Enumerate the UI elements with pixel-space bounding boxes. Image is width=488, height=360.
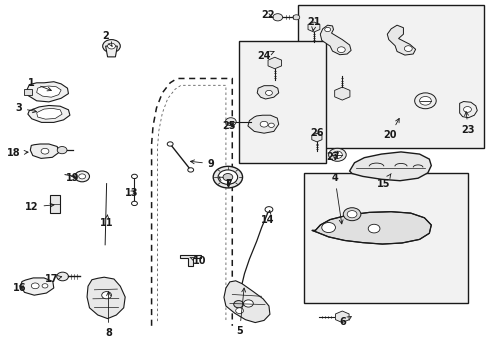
Circle shape <box>243 300 253 307</box>
Circle shape <box>75 171 89 182</box>
Circle shape <box>213 166 242 188</box>
Circle shape <box>272 14 282 21</box>
Polygon shape <box>320 25 350 55</box>
Polygon shape <box>105 46 117 57</box>
Text: 19: 19 <box>65 173 79 183</box>
Text: 1: 1 <box>28 78 51 91</box>
Polygon shape <box>335 311 348 323</box>
Circle shape <box>235 308 243 314</box>
Text: 22: 22 <box>261 10 274 21</box>
Bar <box>238 41 325 163</box>
Polygon shape <box>247 115 278 133</box>
Polygon shape <box>224 281 269 323</box>
Circle shape <box>79 174 85 179</box>
Text: 9: 9 <box>190 159 214 169</box>
Polygon shape <box>37 86 61 97</box>
Polygon shape <box>87 277 125 319</box>
Circle shape <box>42 284 48 288</box>
Circle shape <box>167 142 173 146</box>
Polygon shape <box>311 133 321 142</box>
Circle shape <box>260 121 267 127</box>
Text: 8: 8 <box>105 292 112 338</box>
Circle shape <box>332 151 342 158</box>
Circle shape <box>187 168 193 172</box>
Text: 3: 3 <box>15 103 37 113</box>
Text: 12: 12 <box>25 202 54 212</box>
Circle shape <box>218 170 237 184</box>
Circle shape <box>265 90 272 95</box>
Circle shape <box>337 47 345 53</box>
Text: 26: 26 <box>309 128 323 138</box>
Circle shape <box>102 292 111 299</box>
Text: 25: 25 <box>222 121 235 131</box>
Text: 5: 5 <box>236 288 245 336</box>
Text: 7: 7 <box>219 177 232 189</box>
Bar <box>24 89 32 95</box>
Circle shape <box>419 96 430 105</box>
Circle shape <box>102 40 120 53</box>
Polygon shape <box>386 25 415 55</box>
Circle shape <box>131 174 137 179</box>
Circle shape <box>321 222 335 233</box>
Polygon shape <box>307 22 319 32</box>
Circle shape <box>328 148 346 161</box>
Circle shape <box>343 208 360 221</box>
Polygon shape <box>257 86 278 99</box>
Text: 21: 21 <box>307 17 321 31</box>
Circle shape <box>324 27 330 32</box>
Circle shape <box>107 43 115 49</box>
Circle shape <box>225 118 236 126</box>
Text: 14: 14 <box>261 211 274 225</box>
Polygon shape <box>30 144 59 158</box>
Polygon shape <box>311 212 430 244</box>
Circle shape <box>41 148 49 154</box>
Text: 23: 23 <box>461 112 474 135</box>
Polygon shape <box>27 82 68 102</box>
Text: 24: 24 <box>257 51 273 61</box>
Text: 15: 15 <box>376 174 390 189</box>
Text: 16: 16 <box>13 283 26 293</box>
Polygon shape <box>28 105 70 122</box>
Bar <box>298 5 483 148</box>
Circle shape <box>346 211 356 218</box>
Circle shape <box>31 283 39 289</box>
Polygon shape <box>37 108 62 119</box>
Polygon shape <box>459 102 476 118</box>
Circle shape <box>264 207 272 212</box>
Bar <box>304 173 467 303</box>
Circle shape <box>292 15 299 20</box>
Circle shape <box>367 224 379 233</box>
Text: 10: 10 <box>189 256 206 266</box>
Circle shape <box>268 123 274 127</box>
Text: 13: 13 <box>125 188 139 198</box>
Text: 27: 27 <box>326 152 340 162</box>
Polygon shape <box>20 278 54 295</box>
Polygon shape <box>334 87 349 100</box>
Circle shape <box>463 107 470 112</box>
Polygon shape <box>349 152 430 181</box>
Text: 6: 6 <box>338 316 350 327</box>
Text: 17: 17 <box>44 274 61 284</box>
Text: 11: 11 <box>100 215 113 228</box>
Text: 2: 2 <box>102 31 112 46</box>
Text: 20: 20 <box>383 118 398 140</box>
Bar <box>50 195 60 213</box>
Polygon shape <box>180 255 201 266</box>
Circle shape <box>404 46 411 51</box>
Circle shape <box>223 174 232 181</box>
Circle shape <box>57 272 68 281</box>
Circle shape <box>233 301 243 308</box>
Circle shape <box>131 201 137 206</box>
Circle shape <box>414 93 435 109</box>
Polygon shape <box>267 57 281 69</box>
Text: 18: 18 <box>7 148 28 158</box>
Text: 4: 4 <box>331 173 343 224</box>
Circle shape <box>57 147 67 154</box>
